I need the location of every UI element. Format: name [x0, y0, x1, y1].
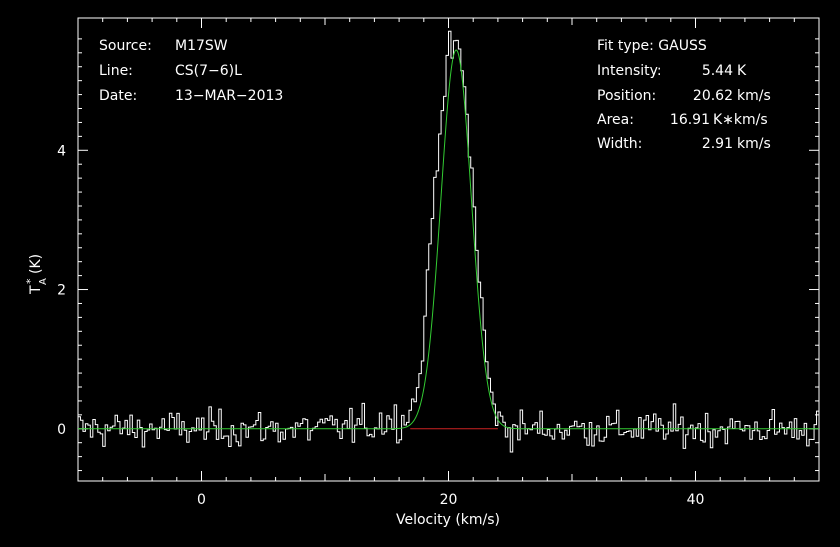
- y-axis-label-superscript: *: [24, 278, 37, 284]
- x-axis-label: Velocity (km/s): [396, 512, 500, 528]
- line-value: CS(7−6)L: [175, 63, 242, 79]
- source-value: M17SW: [175, 38, 228, 54]
- y-axis-label-main: T: [28, 285, 44, 295]
- intensity-unit: K: [737, 63, 747, 79]
- width-label: Width:: [597, 136, 642, 152]
- width-unit: km/s: [737, 136, 771, 152]
- width-value: 2.91: [702, 136, 733, 152]
- position-value: 20.62: [693, 88, 733, 104]
- y-axis-label-unit: (K): [28, 254, 44, 274]
- y-axis-label: T A * (K): [24, 254, 49, 295]
- date-label: Date:: [99, 88, 137, 104]
- position-label: Position:: [597, 88, 656, 104]
- area-label: Area:: [597, 112, 634, 128]
- fit-type: Fit type: GAUSS: [597, 38, 707, 54]
- date-value: 13−MAR−2013: [175, 88, 283, 104]
- x-tick-label: 0: [197, 492, 206, 508]
- intensity-value: 5.44: [702, 63, 733, 79]
- info-left: Source: M17SW Line: CS(7−6)L Date: 13−MA…: [99, 38, 283, 104]
- spectrum-series: [78, 30, 819, 453]
- x-tick-labels: 0 20 40: [197, 492, 704, 508]
- area-value: 16.91: [670, 112, 710, 128]
- position-unit: km/s: [737, 88, 771, 104]
- info-right: Fit type: GAUSS Intensity: 5.44 K Positi…: [597, 38, 771, 152]
- x-tick-label: 40: [687, 492, 705, 508]
- y-tick-label: 4: [57, 143, 66, 159]
- y-tick-labels: 0 2 4: [57, 143, 66, 437]
- y-tick-label: 2: [57, 283, 66, 299]
- source-label: Source:: [99, 38, 152, 54]
- gaussian-fit-series: [78, 49, 819, 430]
- y-tick-label: 0: [57, 422, 66, 438]
- line-label: Line:: [99, 63, 133, 79]
- area-unit: K∗km/s: [713, 112, 768, 128]
- axis-ticks: [77, 18, 820, 481]
- x-tick-label: 20: [440, 492, 458, 508]
- intensity-label: Intensity:: [597, 63, 662, 79]
- y-axis-label-subscript: A: [38, 278, 49, 285]
